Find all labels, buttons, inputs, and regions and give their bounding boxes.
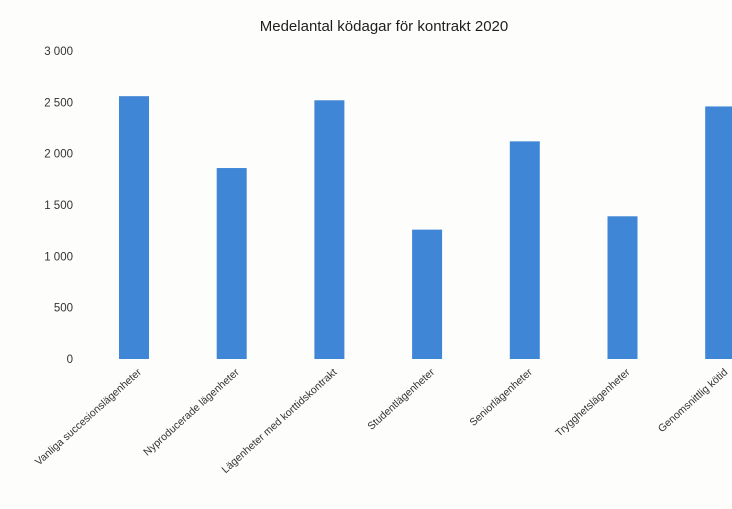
y-tick-label: 2 000 [44, 149, 73, 161]
bar [412, 229, 443, 359]
bars [119, 96, 732, 359]
y-tick-label: 0 [67, 354, 73, 366]
x-tick-label: Studentlägenheter [365, 366, 437, 433]
y-tick-label: 1 500 [44, 200, 73, 212]
x-tick-label: Vanliga succesionslägenheter [33, 366, 145, 468]
y-tick-label: 1 000 [44, 251, 73, 263]
x-tick-label: Nyproducerade lägenheter [141, 366, 242, 458]
x-tick-label: Genomsnittlig kötid [656, 366, 731, 435]
bar [705, 106, 732, 359]
x-tick-label: Lägenheter med korttidskontrakt [219, 366, 339, 476]
x-axis: Vanliga succesionslägenheterNyproducerad… [33, 366, 730, 476]
bar [314, 100, 345, 359]
chart-title: Medelantal ködagar för kontrakt 2020 [260, 18, 509, 35]
bar [607, 216, 638, 359]
y-tick-label: 2 500 [44, 97, 73, 109]
bar [216, 168, 247, 359]
x-tick-label: Seniorlägenheter [467, 366, 535, 429]
y-tick-label: 500 [54, 303, 73, 315]
x-tick-label: Trygghetslägenheter [553, 366, 633, 439]
y-axis: 0 500 1 000 1 500 2 000 2 500 3 000 [44, 46, 73, 366]
y-tick-label: 3 000 [44, 46, 73, 58]
bar [509, 141, 540, 359]
bar [119, 96, 149, 359]
